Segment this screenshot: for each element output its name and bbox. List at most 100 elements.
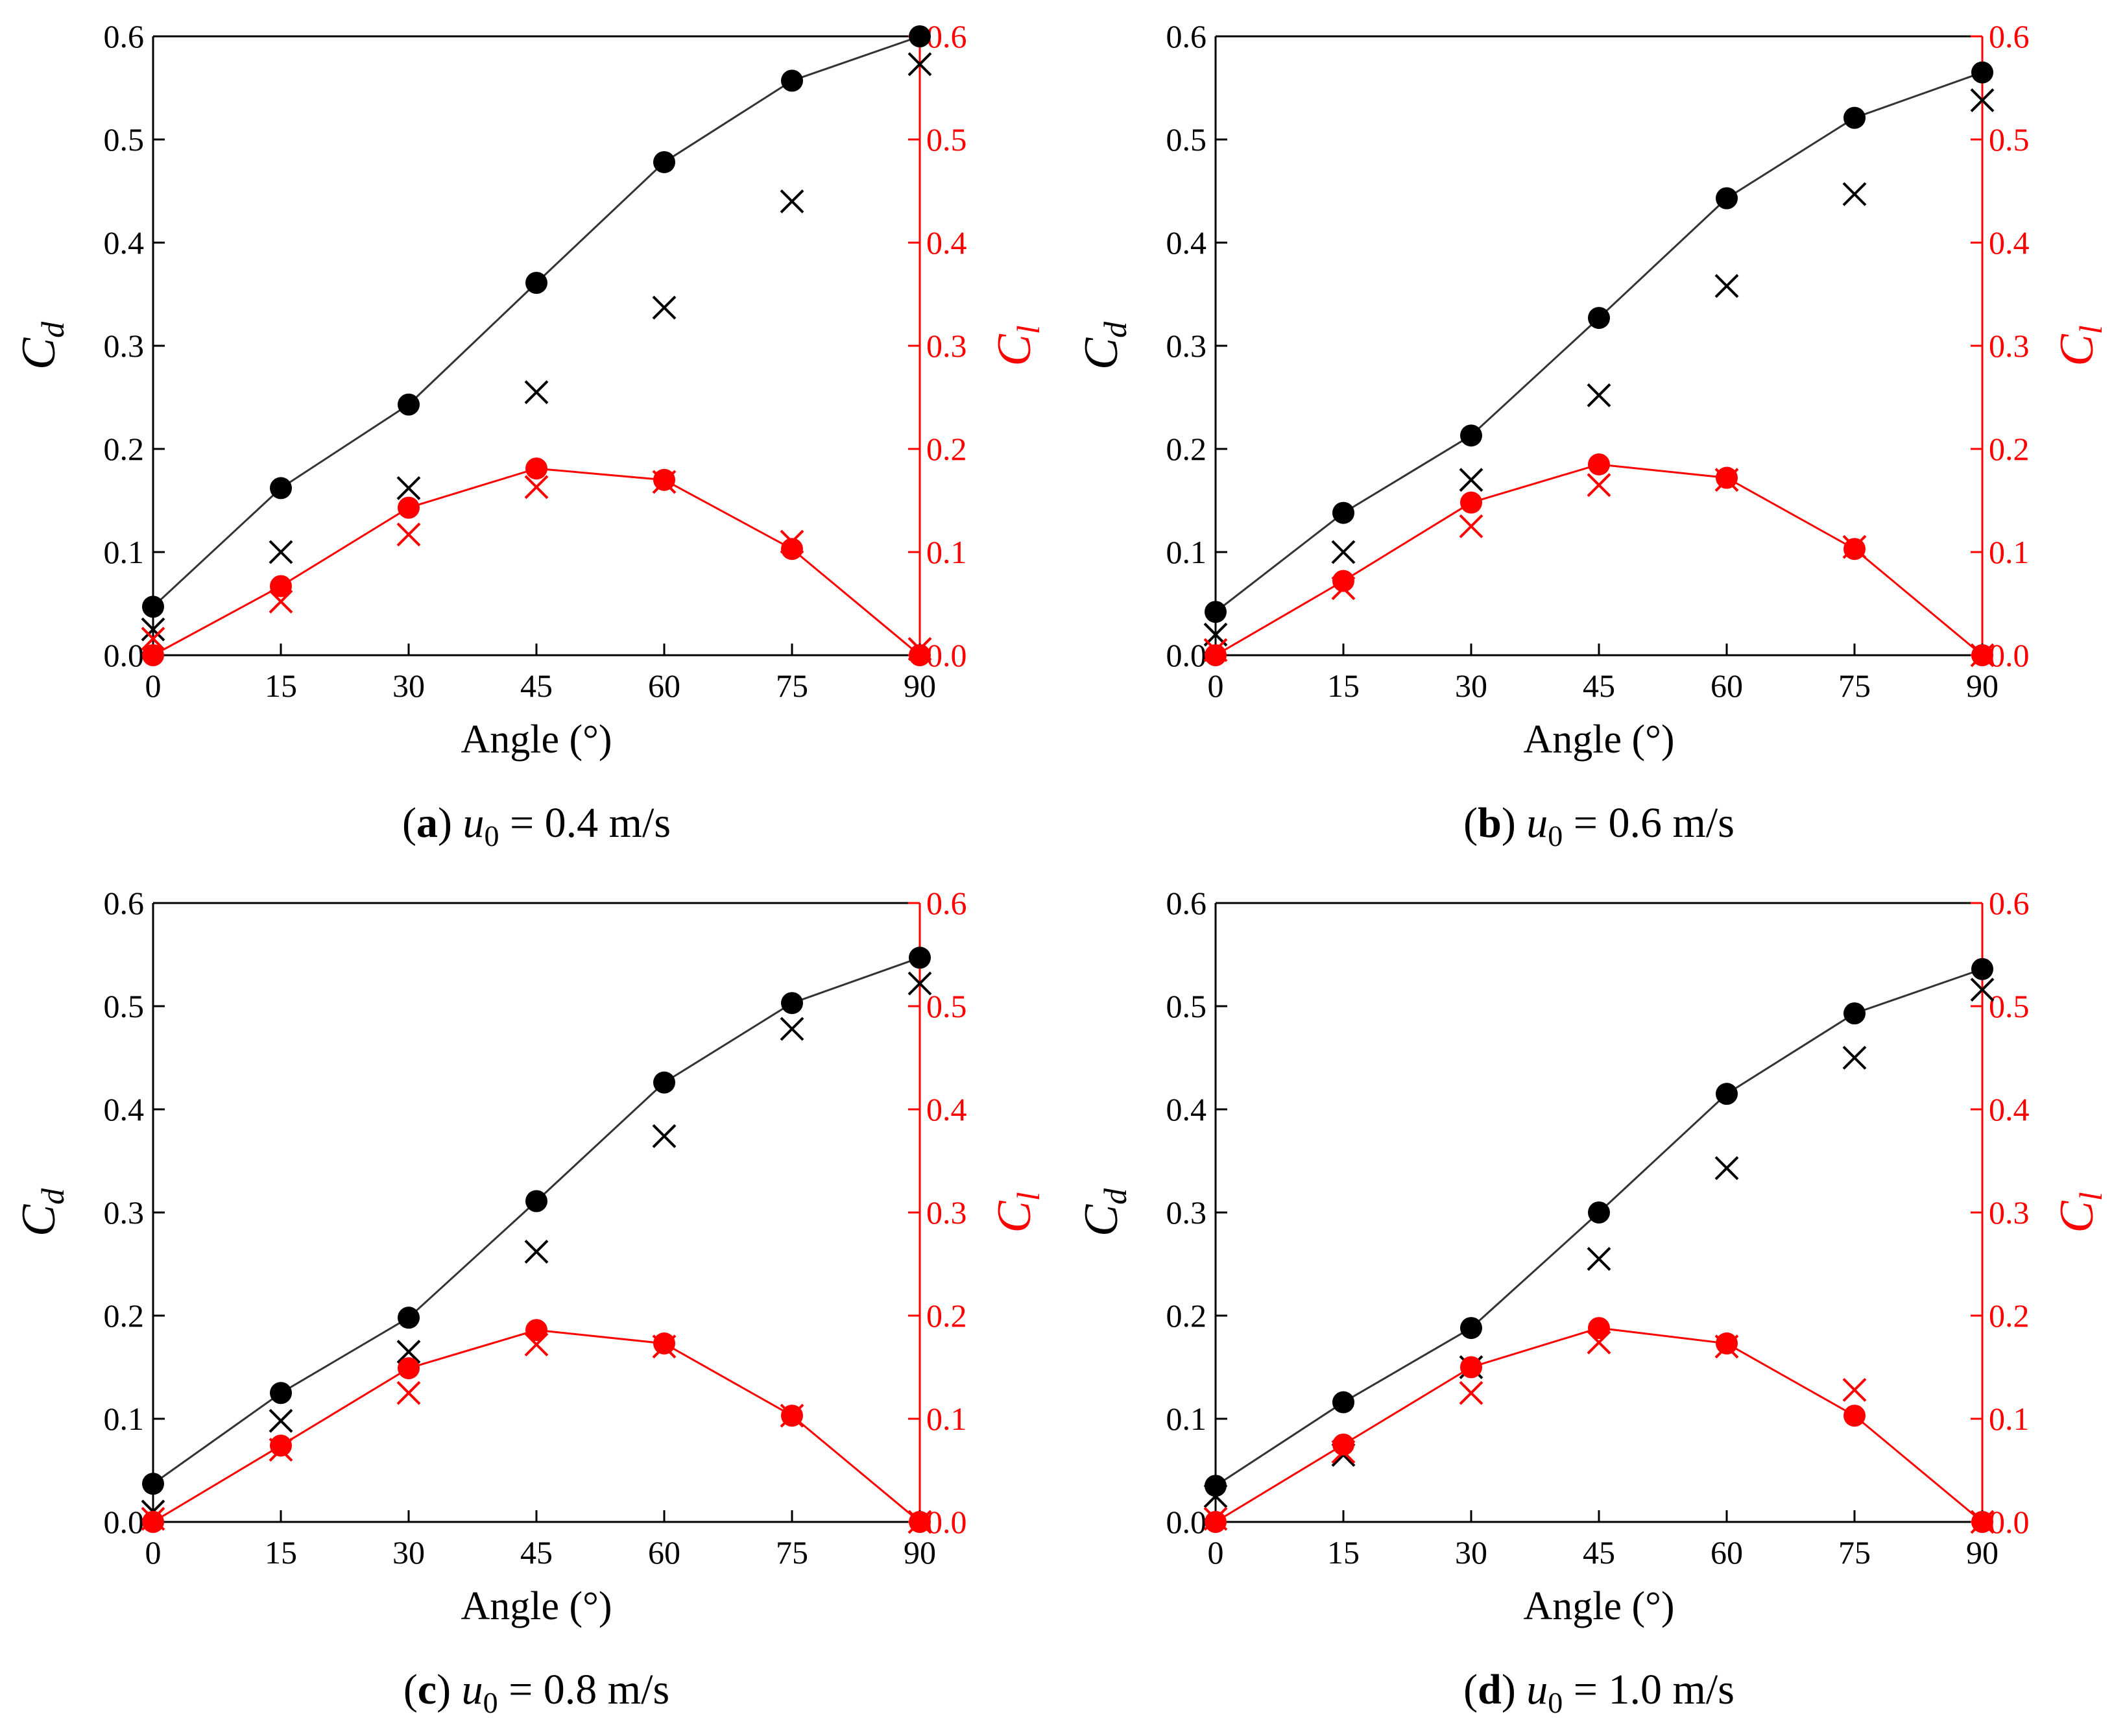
data-point-cross: [141, 617, 165, 642]
x-tick-label: 15: [265, 668, 297, 704]
data-point-cross: [907, 52, 932, 77]
series-cd-cross: [141, 52, 932, 642]
left-y-tick-label: 0.4: [1166, 1091, 1207, 1127]
chart-panel-a: 0.0 0.0 0.1 0.1 0.2 0.2 0.3 0.3 0.4 0.4 0.5 0.5 0.6 0…: [12, 18, 1046, 852]
data-point-circle: [1716, 1332, 1738, 1355]
data-point-circle: [1588, 1201, 1610, 1224]
right-y-tick-label: 0.2: [926, 1297, 967, 1334]
left-y-tick-label: 0.5: [1166, 121, 1207, 158]
data-point-circle: [142, 1473, 164, 1495]
left-y-axis-title: Cd: [12, 321, 71, 370]
right-y-tick-label: 0.6: [1989, 885, 2030, 921]
data-point-circle: [1205, 601, 1227, 623]
right-y-tick-label: 0.4: [926, 224, 967, 261]
left-y-tick-label: 0.1: [1166, 1401, 1207, 1437]
data-point-circle: [1843, 1002, 1866, 1025]
x-tick-label: 45: [520, 668, 553, 704]
data-point-cross: [396, 1380, 421, 1405]
left-y-tick-label: 0.2: [1166, 431, 1207, 467]
panel-caption: (c) u0 = 0.8 m/s: [403, 1666, 669, 1719]
series-cl-cross: [1203, 1330, 1995, 1534]
data-point-circle: [1205, 1511, 1227, 1533]
x-axis-title: Angle (°): [461, 717, 612, 762]
series-cd-cross: [1203, 978, 1995, 1508]
x-tick-label: 60: [1711, 1534, 1743, 1571]
left-y-tick-label: 0.3: [1166, 328, 1207, 364]
data-point-circle: [525, 1190, 547, 1212]
data-point-circle: [1460, 1356, 1482, 1379]
right-y-tick-label: 0.5: [926, 988, 967, 1024]
data-point-cross: [652, 470, 677, 494]
left-y-axis-title: Cd: [1075, 1188, 1133, 1236]
right-y-tick-label: 0.1: [926, 1401, 967, 1437]
data-point-circle: [653, 468, 675, 491]
left-y-axis-title: Cd: [1075, 321, 1133, 370]
left-y-tick-label: 0.6: [1166, 18, 1207, 54]
left-y-tick-label: 0.2: [104, 1297, 145, 1334]
data-point-cross: [1970, 1510, 1995, 1534]
left-y-tick-label: 0.5: [104, 121, 145, 158]
data-point-circle: [398, 496, 420, 519]
data-point-cross: [141, 1506, 165, 1531]
data-point-cross: [396, 476, 421, 500]
right-y-tick-label: 0.2: [926, 431, 967, 467]
left-y-tick-label: 0.0: [1166, 1504, 1207, 1540]
data-point-cross: [907, 637, 932, 661]
data-point-circle: [1460, 491, 1482, 514]
right-y-tick-label: 0.3: [1989, 328, 2030, 364]
left-y-tick-label: 0.0: [1166, 637, 1207, 673]
x-axis-title: Angle (°): [1523, 1584, 1674, 1628]
left-y-tick-label: 0.4: [104, 224, 145, 261]
series-cl-cross: [141, 1332, 932, 1534]
left-y-tick-label: 0.1: [104, 1401, 145, 1437]
right-y-tick-label: 0.6: [1989, 18, 2030, 54]
data-point-cross: [1842, 535, 1867, 559]
data-point-circle: [270, 477, 292, 500]
x-tick-label: 0: [145, 668, 162, 704]
data-point-circle: [1716, 1083, 1738, 1105]
data-point-cross: [1714, 274, 1739, 298]
right-y-tick-label: 0.5: [926, 121, 967, 158]
series-line: [1215, 1327, 1983, 1523]
data-point-cross: [1587, 383, 1611, 407]
x-tick-label: 60: [648, 1534, 680, 1571]
x-tick-label: 75: [1838, 668, 1871, 704]
data-point-circle: [1460, 424, 1482, 447]
left-y-tick-label: 0.0: [104, 637, 145, 673]
data-point-cross: [1842, 1046, 1867, 1070]
chart-panel-b: 0.0 0.0 0.1 0.1 0.2 0.2 0.3 0.3 0.4 0.4 0.5 0.5 0.6 0…: [1075, 18, 2109, 852]
data-point-circle: [1588, 453, 1610, 476]
series-line: [1215, 71, 1983, 613]
data-point-cross: [524, 1332, 549, 1356]
data-point-circle: [653, 1332, 675, 1355]
data-point-circle: [398, 1357, 420, 1380]
data-point-circle: [1332, 1433, 1354, 1456]
data-point-circle: [1971, 61, 1993, 84]
data-point-circle: [1843, 538, 1866, 561]
left-y-tick-label: 0.2: [104, 431, 145, 467]
series-line: [152, 35, 920, 608]
data-point-circle: [1332, 1391, 1354, 1414]
left-y-tick-label: 0.1: [104, 534, 145, 570]
right-y-tick-label: 0.3: [926, 1194, 967, 1231]
data-point-circle: [909, 25, 931, 47]
data-point-cross: [652, 1124, 677, 1148]
series-cd-line: [142, 25, 931, 618]
x-axis-title: Angle (°): [1523, 717, 1674, 762]
right-y-tick-label: 0.1: [1989, 534, 2030, 570]
right-y-tick-label: 0.4: [926, 1091, 967, 1127]
x-tick-label: 45: [1583, 668, 1615, 704]
right-y-tick-label: 0.4: [1989, 1091, 2030, 1127]
x-tick-label: 45: [520, 1534, 553, 1571]
left-y-tick-label: 0.2: [1166, 1297, 1207, 1334]
series-line: [1215, 463, 1983, 657]
x-tick-label: 0: [1208, 668, 1224, 704]
data-point-cross: [1331, 1440, 1356, 1464]
data-point-cross: [524, 475, 549, 500]
series-line: [1215, 968, 1983, 1487]
x-tick-label: 0: [1208, 1534, 1224, 1571]
data-point-cross: [1587, 1247, 1611, 1271]
left-y-tick-label: 0.5: [104, 988, 145, 1024]
left-y-tick-label: 0.1: [1166, 534, 1207, 570]
x-tick-label: 90: [1966, 1534, 1999, 1571]
